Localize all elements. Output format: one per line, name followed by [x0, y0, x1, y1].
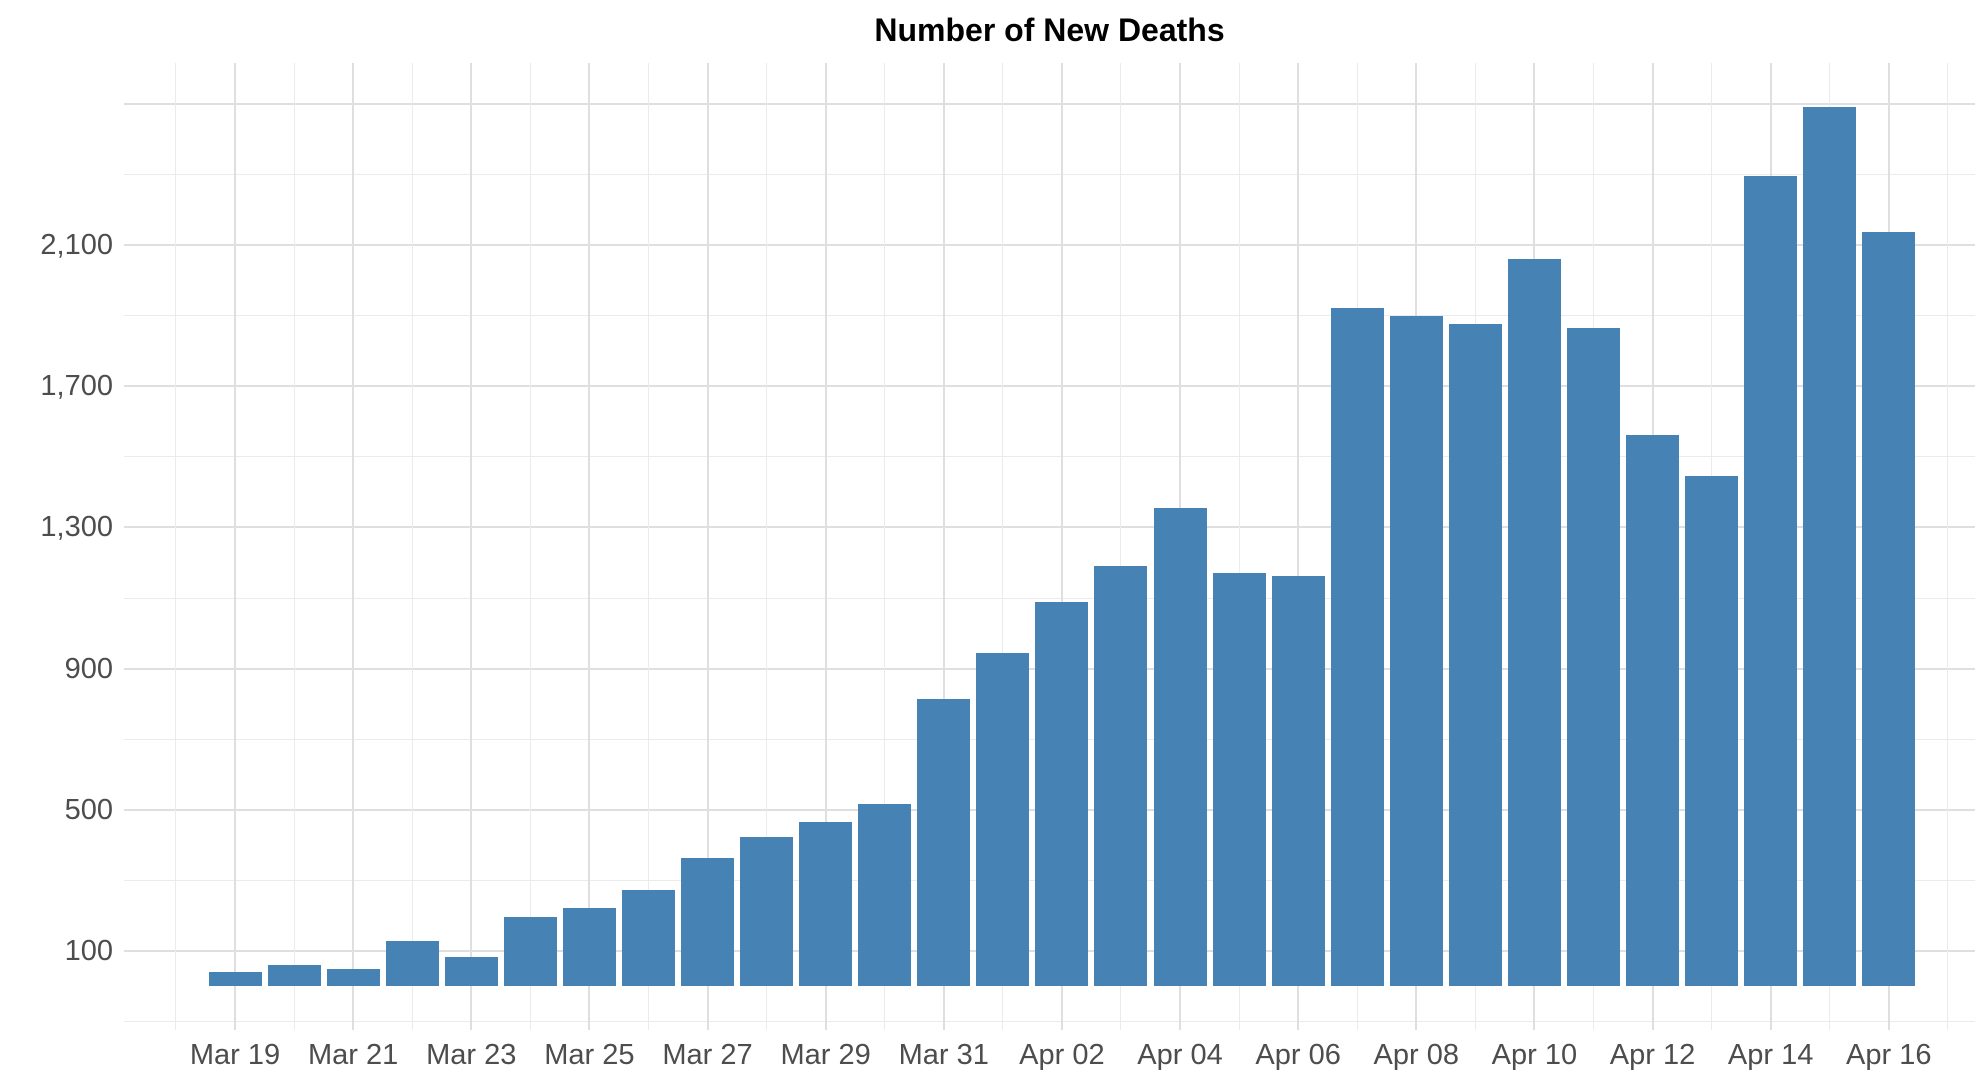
y-axis-tick-label: 1,300 [40, 511, 113, 544]
bar-apr-16 [1862, 232, 1916, 987]
x-axis-tick-label: Mar 29 [780, 1039, 871, 1071]
bar-apr-05 [1212, 572, 1266, 987]
chart-title: Number of New Deaths [874, 12, 1225, 48]
y-axis-tick-label: 2,100 [40, 229, 113, 262]
bar-apr-07 [1330, 307, 1384, 987]
gridline-vertical-minor [766, 63, 768, 1030]
x-axis-tick-label: Apr 08 [1373, 1039, 1459, 1071]
bar-mar-19 [208, 972, 262, 987]
bar-mar-23 [444, 957, 498, 987]
bar-apr-14 [1744, 175, 1798, 987]
bar-mar-27 [681, 858, 735, 987]
gridline-vertical-major [470, 63, 473, 1030]
bar-mar-25 [562, 907, 616, 987]
x-axis-tick-label: Mar 25 [544, 1039, 635, 1071]
y-axis-tick-label: 100 [64, 934, 113, 967]
bar-mar-22 [385, 941, 439, 987]
gridline-vertical-major [352, 63, 355, 1030]
bar-mar-28 [740, 836, 794, 987]
gridline-vertical-minor [1120, 63, 1122, 1030]
bar-mar-20 [267, 965, 321, 987]
y-axis-tick-label: 500 [64, 793, 113, 826]
gridline-vertical-minor [411, 63, 413, 1030]
x-axis-tick-label: Mar 19 [189, 1039, 281, 1071]
gridline-horizontal-minor [124, 315, 1975, 317]
bar-apr-03 [1094, 566, 1148, 987]
gridline-vertical-minor [884, 63, 886, 1030]
x-axis-tick-label: Mar 31 [898, 1039, 989, 1071]
bar-mar-21 [326, 968, 380, 987]
gridline-vertical-major [1297, 63, 1300, 1030]
gridline-horizontal-minor [124, 174, 1975, 176]
bar-mar-29 [799, 822, 853, 987]
bar-mar-30 [858, 804, 912, 987]
gridline-vertical-major [234, 63, 237, 1030]
bar-apr-04 [1153, 508, 1207, 987]
x-axis-tick-label: Apr 10 [1491, 1039, 1578, 1071]
bar-apr-06 [1271, 576, 1325, 987]
gridline-horizontal-minor [124, 1021, 1975, 1023]
x-axis-tick-label: Apr 14 [1727, 1039, 1814, 1071]
bar-apr-08 [1389, 315, 1443, 987]
bar-apr-15 [1803, 107, 1857, 987]
x-axis-tick-label: Apr 06 [1255, 1039, 1341, 1071]
bar-apr-01 [976, 652, 1030, 987]
gridline-vertical-minor [175, 63, 177, 1030]
gridline-horizontal-minor [124, 456, 1975, 458]
x-axis-tick-label: Mar 21 [308, 1039, 399, 1071]
bar-mar-31 [917, 698, 971, 987]
gridline-horizontal-major [124, 244, 1975, 247]
gridline-horizontal-minor [124, 597, 1975, 599]
gridline-vertical-major [942, 63, 945, 1030]
bar-mar-26 [621, 889, 675, 987]
gridline-vertical-minor [1002, 63, 1004, 1030]
gridline-vertical-minor [1238, 63, 1240, 1030]
bar-apr-10 [1507, 258, 1561, 987]
x-axis-tick-label: Apr 02 [1019, 1039, 1105, 1071]
x-axis-tick-label: Apr 16 [1846, 1039, 1932, 1071]
bar-apr-09 [1448, 324, 1502, 987]
gridline-horizontal-major [124, 526, 1975, 529]
gridline-vertical-minor [293, 63, 295, 1030]
gridline-vertical-minor [529, 63, 531, 1030]
x-axis-tick-label: Mar 27 [662, 1039, 753, 1071]
bar-apr-12 [1626, 434, 1680, 987]
x-axis-tick-label: Apr 04 [1137, 1039, 1223, 1071]
y-axis-tick-label: 1,700 [40, 370, 113, 403]
bar-mar-24 [503, 917, 557, 987]
bar-apr-11 [1566, 328, 1620, 987]
bar-apr-13 [1685, 475, 1739, 987]
y-axis-tick-label: 900 [64, 652, 113, 685]
bar-apr-02 [1035, 602, 1089, 987]
gridline-horizontal-major [124, 385, 1975, 388]
gridline-vertical-minor [647, 63, 649, 1030]
gridline-vertical-major [824, 63, 827, 1030]
x-axis-tick-label: Mar 23 [426, 1039, 517, 1071]
gridline-vertical-minor [1947, 63, 1949, 1030]
gridline-vertical-major [1060, 63, 1063, 1030]
x-axis-tick-label: Apr 12 [1609, 1039, 1696, 1071]
gridline-vertical-major [706, 63, 709, 1030]
gridline-horizontal-major [124, 102, 1975, 105]
gridline-vertical-major [588, 63, 591, 1030]
